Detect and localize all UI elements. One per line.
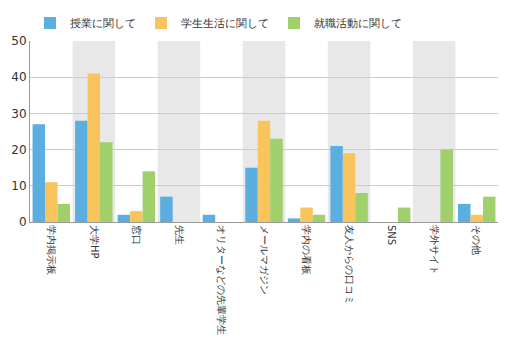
svg-text:就職活動に関して: 就職活動に関して: [314, 17, 402, 30]
svg-text:先生: 先生: [174, 225, 185, 245]
svg-text:その他: その他: [471, 225, 482, 255]
svg-text:0: 0: [19, 215, 27, 229]
svg-text:メールマガジン: メールマガジン: [259, 225, 270, 295]
svg-text:学内掲示板: 学内掲示板: [46, 225, 57, 275]
svg-text:40: 40: [11, 70, 26, 84]
svg-text:学内の看板: 学内の看板: [301, 225, 312, 275]
svg-text:SNS: SNS: [386, 225, 397, 245]
svg-text:50: 50: [11, 34, 26, 48]
svg-text:大学HP: 大学HP: [89, 225, 100, 259]
svg-text:学外サイト: 学外サイト: [429, 225, 440, 275]
svg-text:友人からの口コミ: 友人からの口コミ: [344, 225, 355, 305]
svg-text:20: 20: [11, 143, 26, 157]
svg-text:オリターなどの先輩学生: オリターなどの先輩学生: [216, 225, 227, 335]
svg-text:学生生活に関して: 学生生活に関して: [181, 17, 269, 30]
svg-text:30: 30: [11, 107, 26, 121]
svg-text:窓口: 窓口: [131, 225, 142, 245]
svg-text:10: 10: [11, 179, 26, 193]
svg-text:授業に関して: 授業に関して: [70, 17, 136, 30]
